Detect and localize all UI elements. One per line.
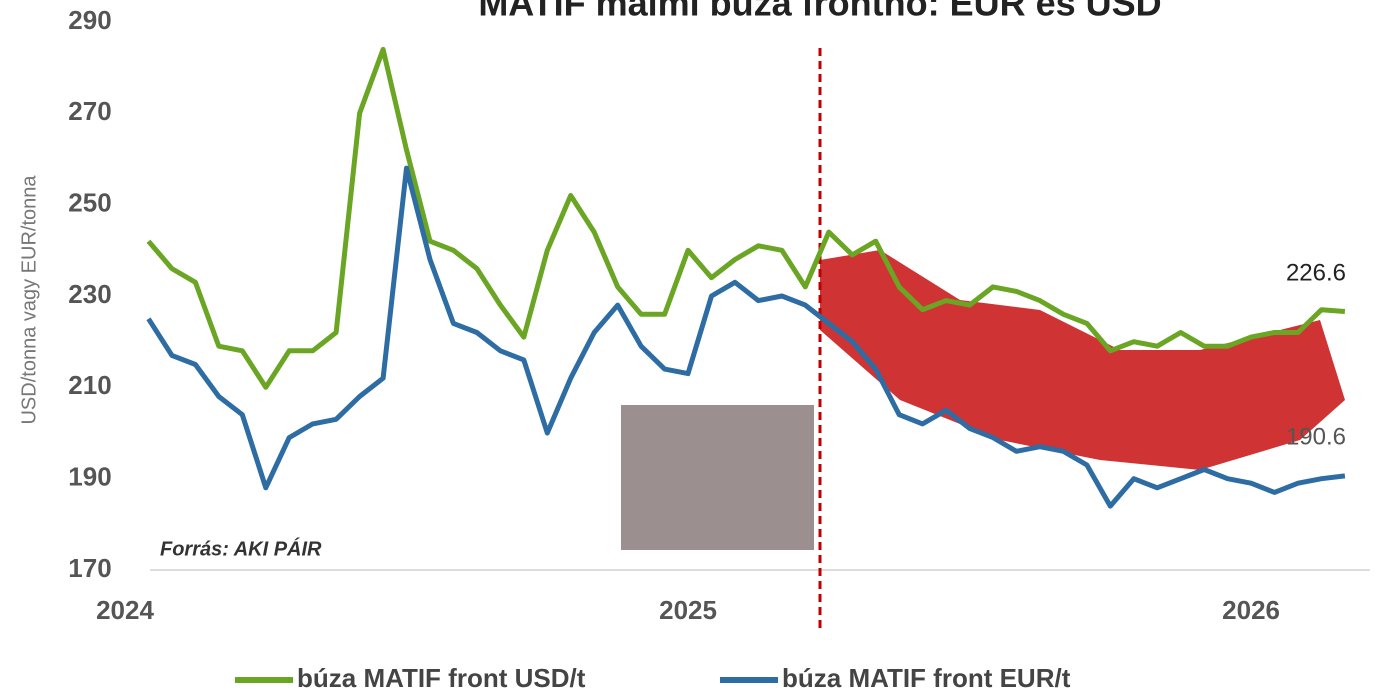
chart-title: MATIF malmi búza fronthó: EUR és USD [478,0,1161,24]
end-value-label: 190.6 [1286,423,1346,450]
legend-label: búza MATIF front USD/t [297,663,586,693]
series-line [146,165,1346,509]
y-tick-label: 190 [68,462,111,492]
source-note: Forrás: AKI PÁIR [160,537,322,560]
x-tick-label: 2026 [1222,595,1280,625]
legend-label: búza MATIF front EUR/t [782,663,1071,693]
end-value-label: 226.6 [1286,259,1346,286]
y-tick-label: 270 [68,96,111,126]
y-tick-label: 250 [68,188,111,218]
y-tick-label: 230 [68,279,111,309]
y-tick-label: 290 [68,5,111,35]
photo [621,405,814,550]
x-tick-label: 2025 [659,595,717,625]
y-axis-label: USD/tonna vagy EUR/tonna [18,175,40,425]
y-tick-label: 210 [68,370,111,400]
x-tick-label: 2024 [96,595,154,625]
series-line [146,46,1346,390]
y-tick-label: 170 [68,553,111,583]
